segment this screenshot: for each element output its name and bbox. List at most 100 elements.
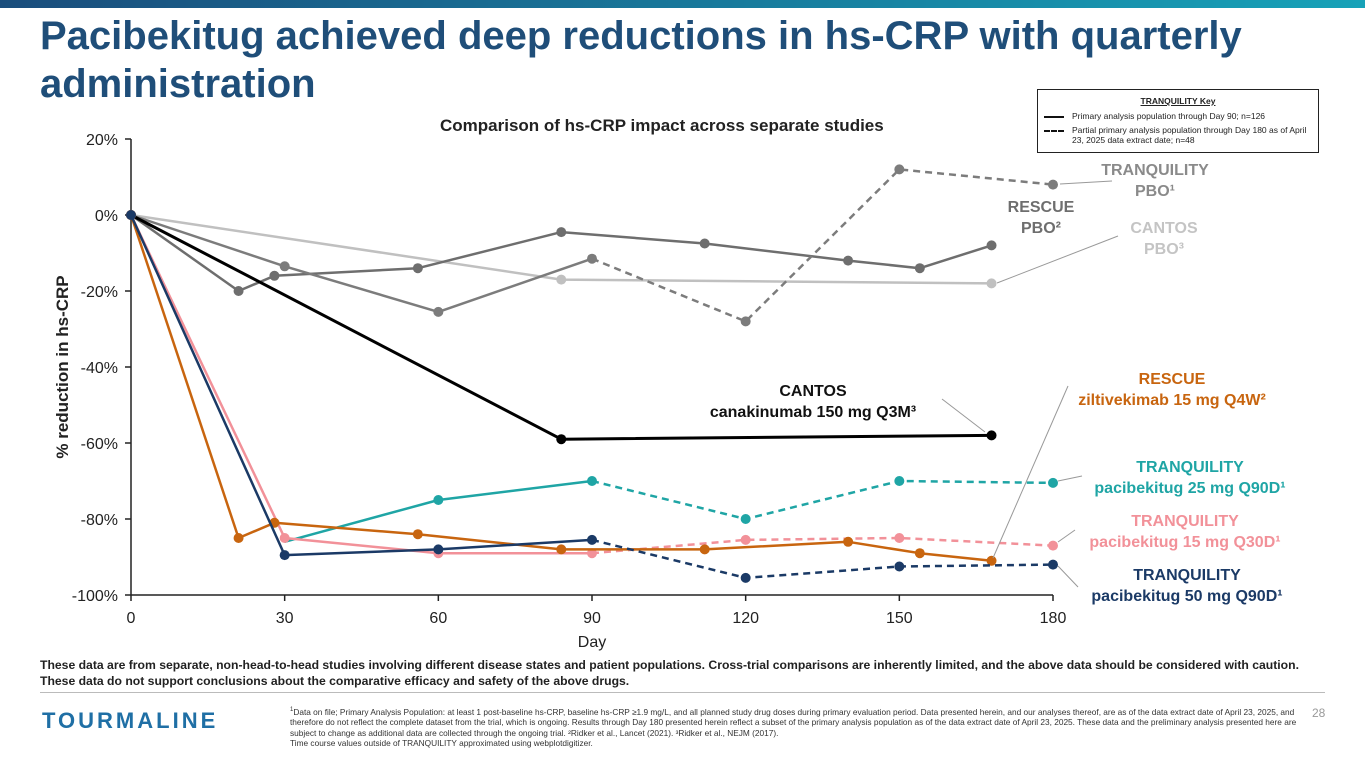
footnote-text: Data on file; Primary Analysis Populatio… [290, 706, 1297, 738]
y-tick-label: -40% [81, 360, 118, 377]
footnote-line-2: Time course values outside of TRANQUILIT… [290, 737, 593, 748]
tourmaline-logo: TOURMALINE [42, 708, 219, 733]
data-point-rescue-ziltivekimab [412, 529, 423, 540]
series-label-tranquility-25: TRANQUILITY [1136, 459, 1244, 476]
y-axis-title: % reduction in hs-CRP [53, 275, 72, 458]
data-point-rescue-ziltivekimab [986, 555, 997, 566]
x-tick-label: 0 [127, 610, 136, 627]
series-line-tranquility-25 [284, 479, 593, 544]
data-point-rescue-pbo [556, 227, 567, 238]
data-point-tranquility-pbo [279, 261, 290, 272]
solid-line-swatch [1044, 116, 1064, 118]
data-point-rescue-pbo [914, 263, 925, 274]
x-tick-label: 90 [583, 610, 601, 627]
series-label-rescue-pbo: PBO² [1021, 220, 1061, 237]
key-dashed-label: Partial primary analysis population thro… [1072, 125, 1307, 145]
y-tick-label: -60% [81, 436, 118, 453]
x-tick-label: 60 [429, 610, 447, 627]
data-point-cantos-pbo [556, 274, 567, 285]
footer-divider [40, 692, 1325, 693]
key-dashed-row: Partial primary analysis population thro… [1044, 125, 1310, 145]
data-point-rescue-pbo [269, 270, 280, 281]
data-point-tranquility-50-partial [740, 572, 751, 583]
series-label-tranquility-pbo: TRANQUILITY [1101, 162, 1209, 179]
series-label-cantos-pbo: PBO³ [1144, 241, 1184, 258]
leader-line-cantos-pbo [996, 235, 1119, 284]
data-point-rescue-ziltivekimab [843, 536, 854, 547]
chart-title: Comparison of hs-CRP impact across separ… [440, 116, 884, 135]
data-point-tranquility-50-partial [894, 561, 905, 572]
y-tick-label: 20% [86, 132, 118, 149]
data-point-cantos-canakinumab [986, 430, 997, 441]
series-line-tranquility-50-partial [591, 538, 1054, 580]
hs-crp-line-chart: 20% 0% -20% -40% -60% -80% -100% 0 30 60 90 120 150 1… [53, 132, 1286, 651]
footnote-marker: 1 [290, 707, 294, 713]
data-point-rescue-ziltivekimab [556, 544, 567, 555]
x-tick-label: 30 [276, 610, 294, 627]
data-point-tranquility-15-partial [1048, 540, 1058, 551]
leader-line-tranquility-25 [1057, 475, 1083, 482]
series-label-tranquility-15: TRANQUILITY [1131, 513, 1239, 530]
series-label-tranquility-50: TRANQUILITY [1133, 567, 1241, 584]
series-label-tranquility-25: pacibekitug 25 mg Q90D¹ [1094, 480, 1285, 497]
series-line-tranquility-25-partial [591, 479, 1054, 521]
footnote: 1Data on file; Primary Analysis Populati… [290, 705, 1300, 748]
series-line-tranquility-50 [129, 214, 593, 557]
series-line-cantos-pbo [130, 213, 992, 285]
leader-line-tranquility-15 [1057, 529, 1076, 543]
data-point-tranquility-25-partial [740, 514, 751, 524]
data-point-cantos-pbo [986, 278, 997, 289]
data-point-tranquility-25-partial [894, 476, 905, 486]
series-line-tranquility-15 [129, 214, 592, 555]
top-accent-bar [0, 0, 1365, 8]
x-axis-title: Day [578, 634, 606, 651]
data-point-rescue-pbo [412, 263, 423, 274]
x-tick-label: 120 [732, 610, 759, 627]
page-number: 28 [1312, 706, 1326, 720]
key-title: TRANQUILITY Key [1140, 96, 1216, 106]
series-label-rescue-ziltivekimab: RESCUE [1139, 371, 1206, 388]
disclaimer: These data are from separate, non-head-t… [40, 658, 1299, 688]
series-line-tranquility-pbo-partial [591, 168, 1054, 323]
data-point-tranquility-25 [433, 495, 444, 505]
series-line-rescue-ziltivekimab [129, 214, 992, 563]
leader-line-rescue-ziltivekimab [992, 385, 1069, 559]
key-solid-label: Primary analysis population through Day … [1072, 111, 1266, 121]
data-point-tranquility-50 [126, 210, 136, 220]
data-point-tranquility-50-partial [1048, 559, 1058, 570]
data-point-rescue-pbo [843, 255, 854, 266]
data-point-rescue-ziltivekimab [914, 548, 925, 559]
data-point-tranquility-25-partial [1048, 477, 1058, 488]
leader-line-cantos-canakinumab [941, 398, 986, 433]
series-label-tranquility-50: pacibekitug 50 mg Q90D¹ [1091, 588, 1282, 605]
leader-line-tranquility-50 [1057, 565, 1079, 588]
series-label-tranquility-pbo: PBO¹ [1135, 183, 1175, 200]
series-label-rescue-ziltivekimab: ziltivekimab 15 mg Q4W² [1078, 392, 1266, 409]
leader-line-tranquility-pbo [1059, 180, 1113, 185]
y-tick-label: -20% [81, 284, 118, 301]
data-point-tranquility-15 [279, 533, 290, 543]
data-point-tranquility-50 [279, 550, 290, 561]
x-tick-label: 180 [1040, 610, 1067, 627]
data-point-tranquility-pbo-partial [894, 164, 905, 175]
series-label-cantos-canakinumab: CANTOS [779, 383, 847, 400]
data-point-tranquility-15-partial [740, 534, 751, 545]
series-line-tranquility-pbo [130, 213, 593, 314]
data-point-cantos-canakinumab [556, 434, 567, 445]
data-point-tranquility-pbo-partial [1048, 179, 1058, 190]
data-point-tranquility-pbo-partial [740, 316, 751, 327]
data-point-rescue-pbo [699, 238, 710, 249]
series-label-tranquility-15: pacibekitug 15 mg Q30D¹ [1089, 534, 1280, 551]
series-label-cantos-pbo: CANTOS [1130, 220, 1198, 237]
data-point-rescue-ziltivekimab [233, 533, 244, 543]
data-point-tranquility-pbo [433, 306, 444, 317]
dashed-line-swatch [1044, 130, 1064, 132]
x-tick-label: 150 [886, 610, 913, 627]
data-point-tranquility-15-partial [894, 533, 905, 543]
data-point-rescue-pbo [986, 240, 997, 251]
y-tick-label: 0% [95, 208, 118, 225]
series-label-cantos-canakinumab: canakinumab 150 mg Q3M³ [710, 404, 916, 421]
key-solid-row: Primary analysis population through Day … [1044, 111, 1310, 121]
data-point-tranquility-50 [433, 544, 444, 555]
data-point-rescue-pbo [233, 286, 244, 296]
